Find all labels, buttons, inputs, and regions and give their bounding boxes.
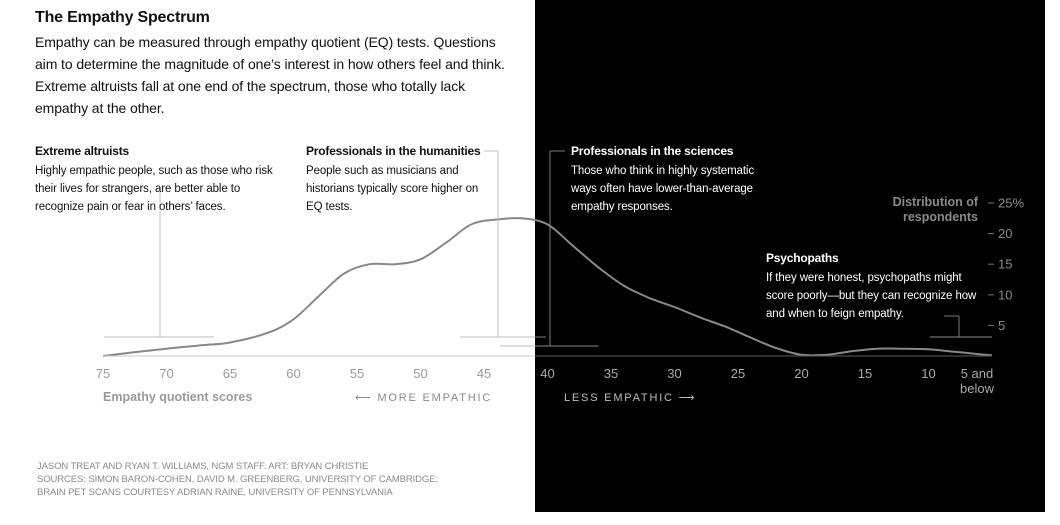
x-tick-label: 25 — [731, 366, 745, 381]
x-axis-title: Empathy quotient scores — [103, 390, 253, 404]
x-tick-label: 55 — [350, 366, 364, 381]
more-empathic-label: ⟵ MORE EMPATHIC — [355, 391, 492, 404]
altruists-heading: Extreme altruists — [35, 144, 129, 158]
humanities-heading: Professionals in the humanities — [306, 144, 481, 158]
dark-panel — [535, 0, 1045, 512]
y-tick-label: 5 — [998, 318, 1005, 333]
x-tick-label: 40 — [540, 366, 554, 381]
credit-line: JASON TREAT AND RYAN T. WILLIAMS, NGM ST… — [37, 461, 369, 472]
right-arrow-icon: ⟶ — [673, 392, 697, 404]
credit-line: BRAIN PET SCANS COURTESY ADRIAN RAINE, U… — [37, 487, 393, 498]
x-tick-label: 45 — [477, 366, 491, 381]
less-empathic-label: LESS EMPATHIC ⟶ — [564, 391, 696, 404]
x-tick-label: 50 — [413, 366, 427, 381]
chart-title: The Empathy Spectrum — [35, 9, 210, 26]
x-tick-label: 65 — [223, 366, 237, 381]
y-tick-label: 25% — [998, 196, 1024, 211]
x-tick-label: 5 and below — [960, 366, 995, 396]
credit-line: SOURCES: SIMON BARON-COHEN, DAVID M. GRE… — [37, 474, 438, 485]
left-arrow-icon: ⟵ — [355, 392, 378, 404]
psychopaths-heading: Psychopaths — [766, 251, 839, 265]
y-tick-label: 10 — [998, 287, 1012, 302]
x-tick-label: 60 — [286, 366, 300, 381]
y-tick-label: 20 — [998, 226, 1012, 241]
humanities-body: People such as musicians and historians … — [306, 165, 479, 213]
more-empathic-text: MORE EMPATHIC — [377, 392, 493, 404]
psychopaths-body: If they were honest, psychopaths might s… — [766, 272, 977, 320]
chart-intro: Empathy can be measured through empathy … — [35, 34, 505, 116]
x-tick-label: 70 — [159, 366, 173, 381]
right-margin — [1045, 0, 1060, 525]
x-tick-label: 30 — [667, 366, 681, 381]
x-tick-label: 10 — [921, 366, 935, 381]
x-tick-label: 35 — [604, 366, 618, 381]
x-tick-label: 75 — [96, 366, 110, 381]
distribution-curve — [102, 217, 993, 357]
altruists-body: Highly empathic people, such as those wh… — [35, 165, 273, 213]
sciences-body: Those who think in highly systematic way… — [571, 165, 755, 213]
credits: JASON TREAT AND RYAN T. WILLIAMS, NGM ST… — [37, 460, 438, 499]
x-tick-label: 20 — [794, 366, 808, 381]
y-axis-title: Distribution of respondents — [892, 195, 978, 224]
sciences-heading: Professionals in the sciences — [571, 144, 734, 158]
x-tick-label: 15 — [858, 366, 872, 381]
less-empathic-text: LESS EMPATHIC — [564, 392, 674, 404]
y-tick-label: 15 — [998, 257, 1012, 272]
